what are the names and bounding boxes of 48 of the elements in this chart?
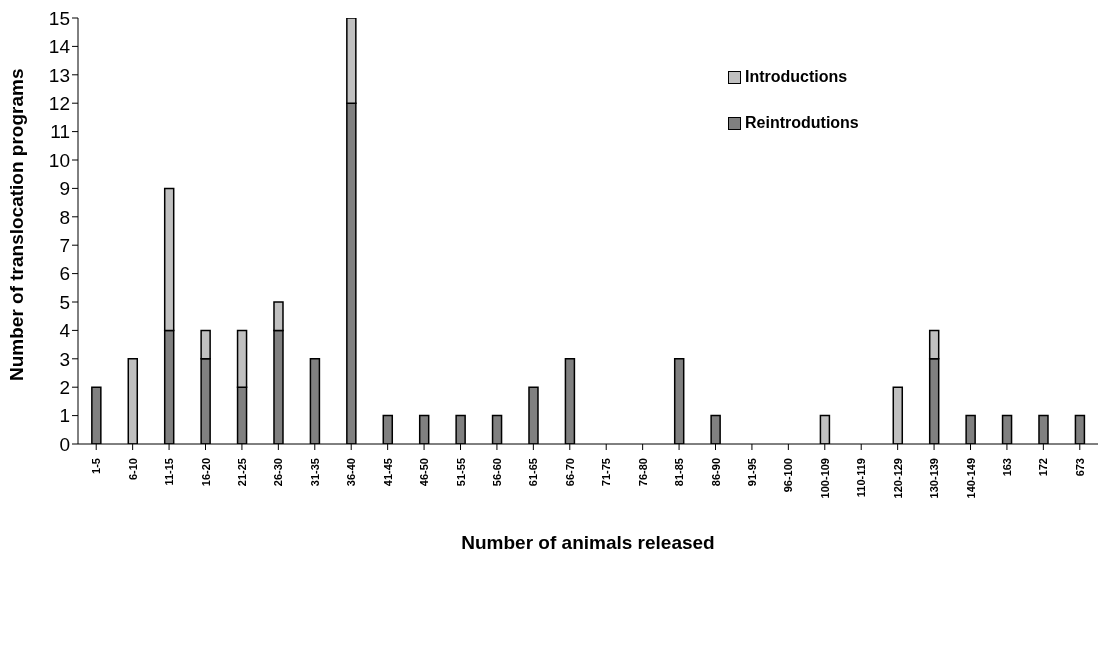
x-tick-label: 61-65: [527, 458, 540, 487]
y-tick-label: 14: [48, 36, 71, 58]
legend-label: Reintrodutions: [745, 114, 859, 132]
y-tick-label: 0: [59, 433, 70, 455]
x-tick-label: 100-109: [818, 458, 831, 499]
x-tick-label: 1-5: [90, 458, 103, 474]
x-tick-label: 66-70: [563, 458, 576, 487]
x-tick-label: 6-10: [126, 458, 139, 481]
y-tick-label: 4: [59, 320, 71, 342]
y-tick-label: 3: [59, 348, 70, 370]
x-tick-label: 86-90: [709, 458, 722, 487]
x-tick-label: 76-80: [636, 458, 649, 487]
y-tick-label: 15: [48, 7, 70, 29]
x-tick-label: 46-50: [418, 458, 431, 487]
x-tick-label: 96-100: [782, 458, 795, 493]
y-tick-label: 13: [48, 64, 70, 86]
x-tick-label: 91-95: [745, 458, 758, 487]
x-tick-label: 31-35: [308, 458, 321, 487]
y-tick-label: 8: [59, 206, 70, 228]
y-tick-label: 10: [48, 149, 70, 171]
x-tick-label: 140-149: [964, 458, 977, 499]
x-tick-label: 21-25: [235, 458, 248, 487]
y-axis-title: Number of translocation programs: [5, 68, 27, 381]
y-tick-label: 1: [59, 405, 70, 427]
y-tick-label: 9: [59, 178, 70, 200]
x-tick-label: 56-60: [490, 458, 503, 487]
x-tick-label: 130-139: [928, 458, 941, 499]
x-tick-label: 26-30: [272, 458, 285, 487]
x-tick-label: 81-85: [673, 458, 686, 487]
x-tick-label: 71-75: [600, 458, 613, 487]
x-tick-label: 11-15: [163, 458, 176, 486]
legend-label: Introductions: [745, 68, 848, 86]
x-tick-label: 51-55: [454, 458, 467, 487]
x-tick-label: 172: [1037, 458, 1050, 477]
x-tick-label: 41-45: [381, 458, 394, 487]
y-tick-label: 7: [59, 234, 70, 256]
x-tick-label: 120-129: [891, 458, 904, 499]
x-tick-label: 673: [1073, 458, 1086, 477]
y-tick-label: 11: [50, 121, 70, 143]
x-axis-title: Number of animals released: [461, 532, 715, 553]
x-tick-label: 110-119: [855, 458, 868, 498]
x-tick-label: 163: [1000, 458, 1013, 477]
x-tick-label: 36-40: [345, 458, 358, 487]
y-tick-label: 5: [59, 291, 70, 313]
y-tick-label: 6: [59, 263, 70, 285]
y-tick-label: 12: [48, 92, 70, 114]
x-tick-label: 16-20: [199, 458, 212, 487]
y-tick-label: 2: [59, 376, 70, 398]
